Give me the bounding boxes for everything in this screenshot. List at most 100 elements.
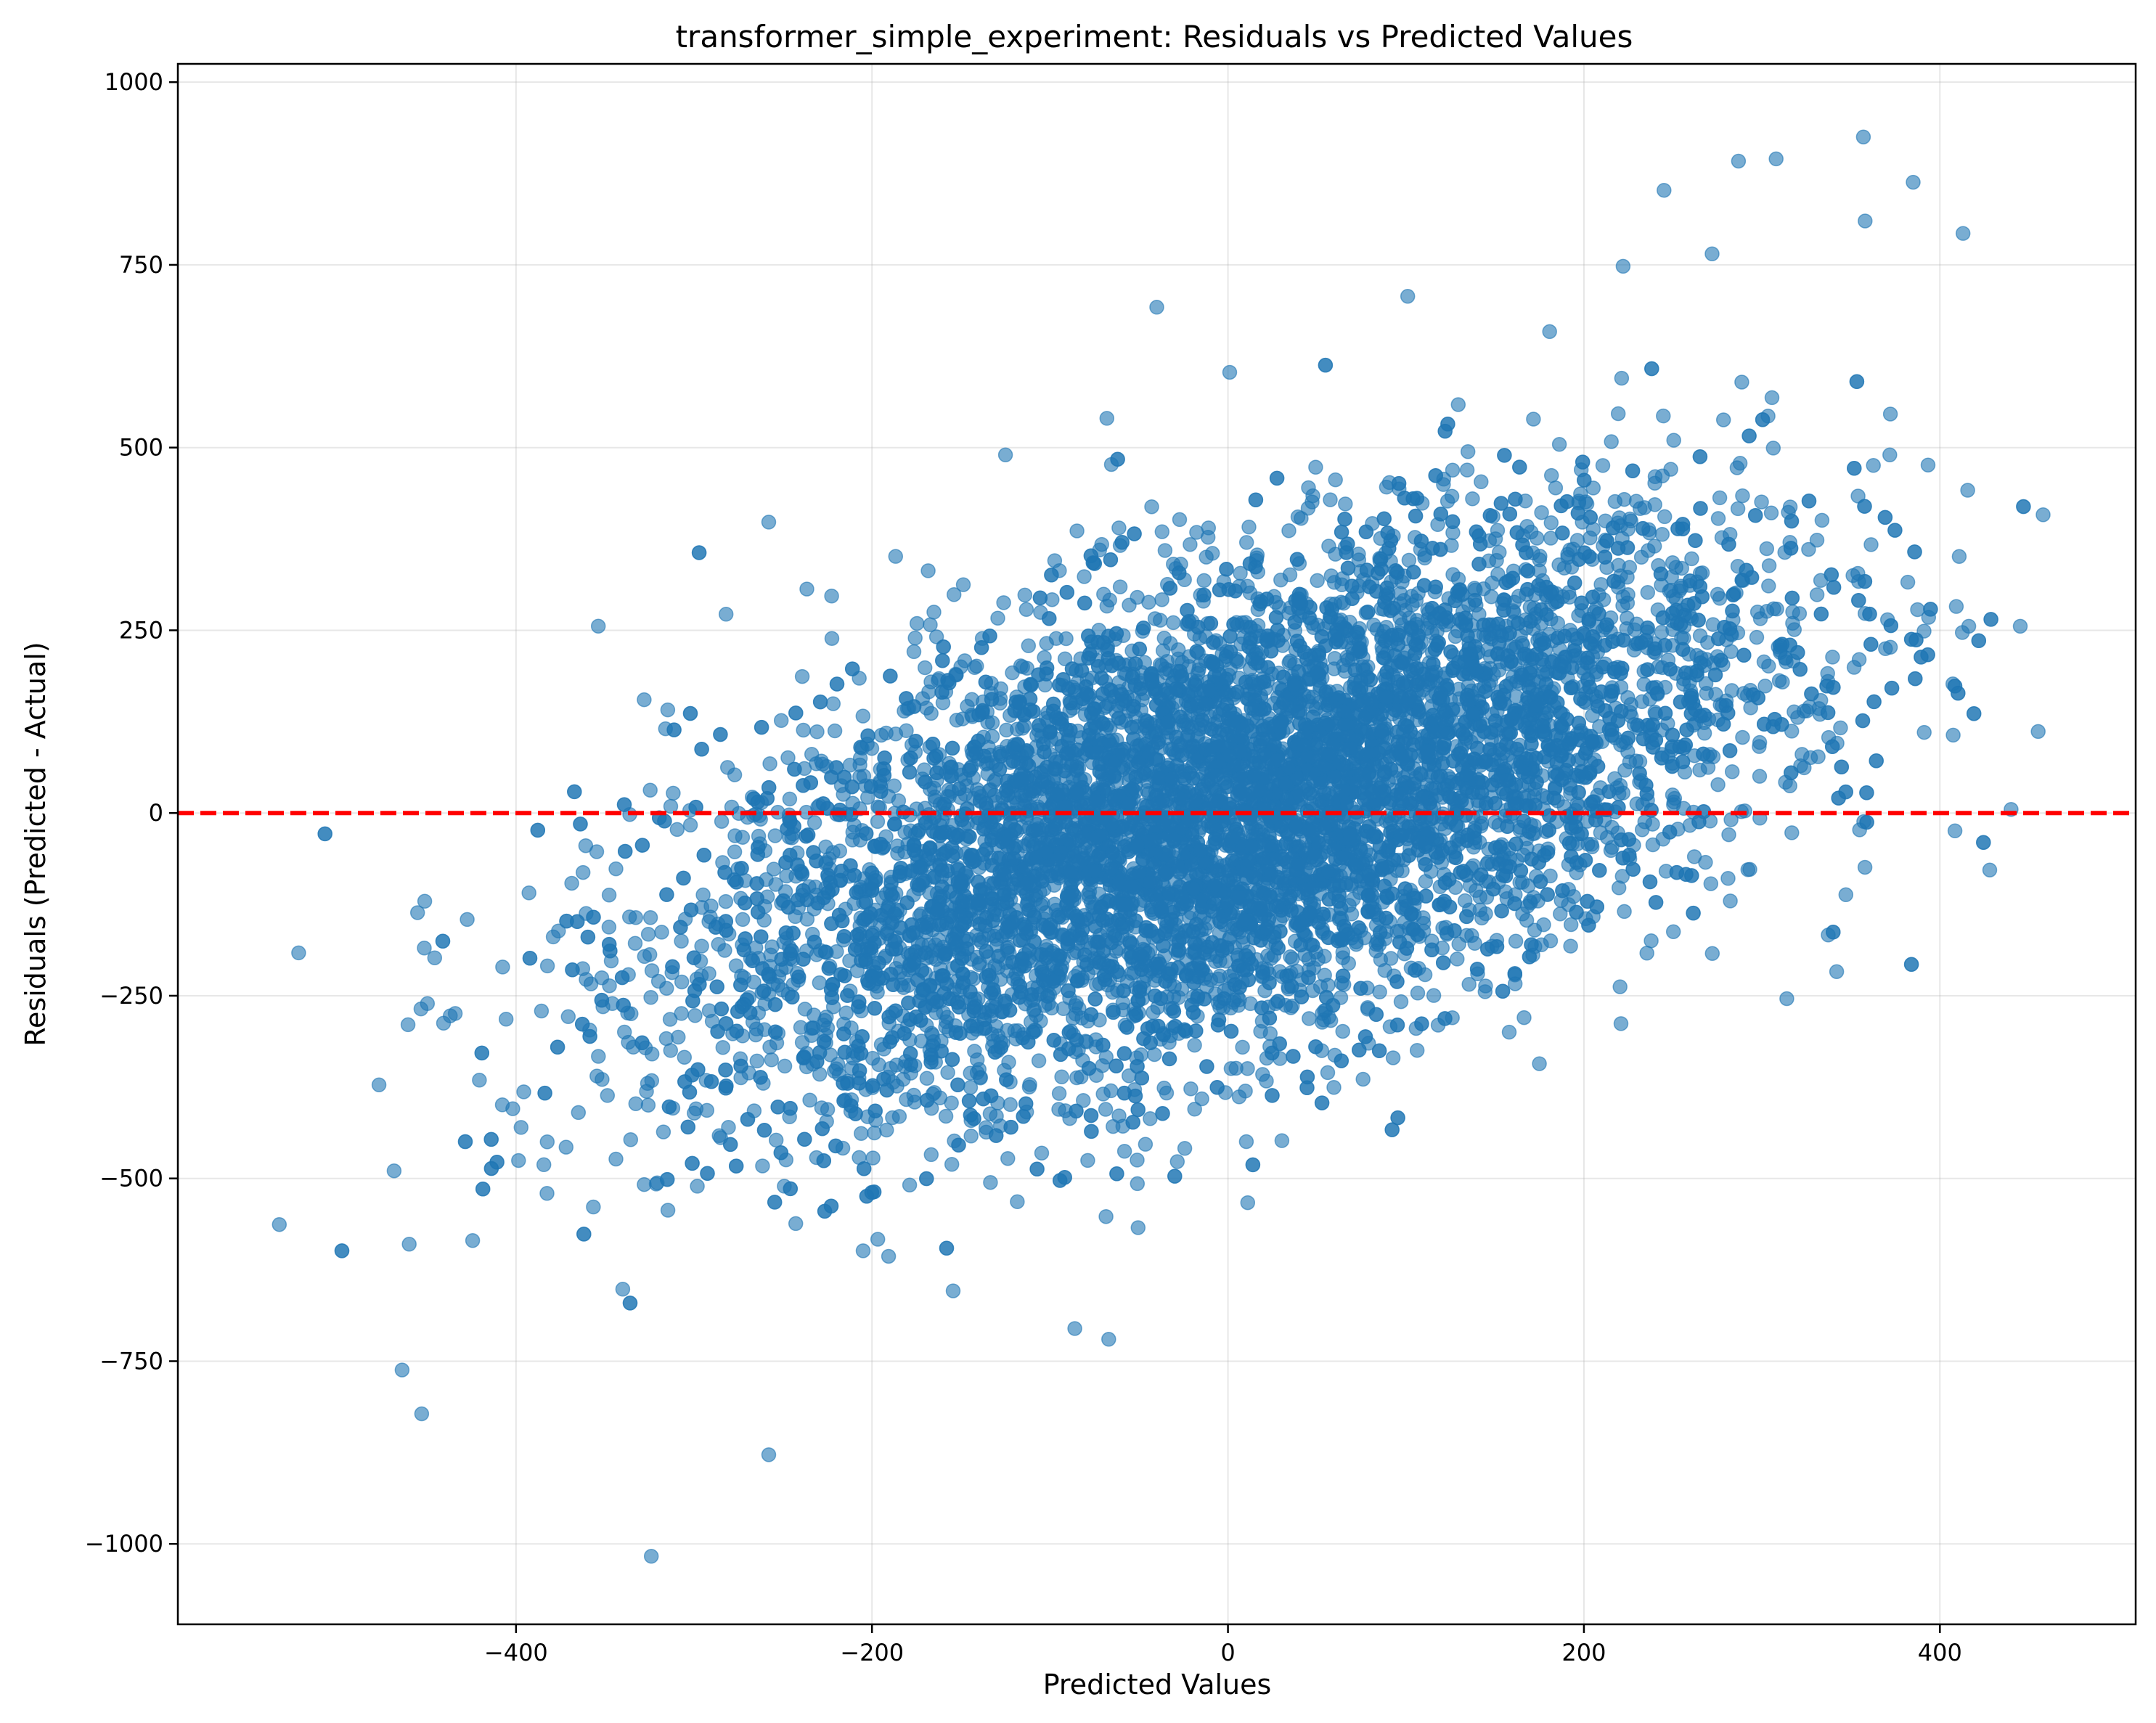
data-point bbox=[1233, 1090, 1246, 1104]
data-point bbox=[1922, 458, 1935, 472]
data-point bbox=[839, 1006, 853, 1020]
data-point bbox=[1543, 324, 1556, 338]
data-point bbox=[1068, 1322, 1082, 1335]
data-point bbox=[1949, 599, 1963, 613]
data-point bbox=[960, 700, 974, 713]
data-point bbox=[1309, 460, 1323, 474]
data-point bbox=[1053, 1086, 1066, 1100]
data-point bbox=[1713, 491, 1727, 504]
data-point bbox=[1112, 521, 1126, 535]
data-point bbox=[939, 1110, 953, 1124]
data-point bbox=[1450, 952, 1464, 966]
data-point bbox=[540, 1135, 554, 1149]
data-point bbox=[292, 946, 306, 959]
data-point bbox=[666, 786, 680, 800]
data-point bbox=[1356, 1073, 1370, 1086]
data-point bbox=[857, 1244, 870, 1258]
data-point bbox=[1884, 407, 1898, 421]
data-point bbox=[1736, 731, 1749, 745]
data-point bbox=[854, 1126, 868, 1140]
data-point bbox=[677, 1050, 691, 1064]
data-point bbox=[941, 1065, 955, 1079]
data-point bbox=[1693, 764, 1707, 777]
data-point bbox=[1785, 826, 1799, 840]
data-point bbox=[1130, 591, 1144, 605]
data-point bbox=[1040, 637, 1053, 650]
data-point bbox=[991, 611, 1005, 625]
data-point bbox=[1685, 552, 1699, 565]
data-point bbox=[722, 1121, 735, 1134]
data-point bbox=[417, 941, 431, 955]
data-point bbox=[1018, 588, 1032, 602]
data-point bbox=[1866, 459, 1880, 472]
data-point bbox=[1656, 469, 1670, 483]
data-point bbox=[775, 713, 788, 727]
data-point bbox=[964, 1129, 978, 1143]
data-point bbox=[1138, 1137, 1152, 1151]
data-point bbox=[763, 757, 777, 771]
data-point bbox=[624, 1133, 637, 1147]
data-point bbox=[1003, 1097, 1017, 1111]
data-point bbox=[1815, 513, 1829, 527]
data-point bbox=[684, 818, 698, 832]
data-point bbox=[1763, 559, 1776, 573]
data-point bbox=[1667, 433, 1681, 447]
data-point bbox=[1766, 441, 1780, 455]
data-point bbox=[1722, 828, 1736, 842]
data-point bbox=[1241, 1196, 1254, 1210]
data-point bbox=[1517, 1011, 1531, 1025]
data-point bbox=[1883, 448, 1897, 462]
data-point bbox=[1721, 872, 1735, 885]
data-point bbox=[825, 589, 838, 603]
data-point bbox=[644, 991, 658, 1004]
data-point bbox=[1188, 1102, 1201, 1116]
data-point bbox=[1097, 587, 1111, 601]
data-point bbox=[1310, 573, 1324, 587]
data-point bbox=[764, 1053, 778, 1067]
data-point bbox=[1199, 550, 1213, 564]
chart-title: transformer_simple_experiment: Residuals… bbox=[676, 19, 1633, 54]
data-point bbox=[1410, 1044, 1424, 1057]
data-point bbox=[882, 1250, 896, 1264]
data-point bbox=[1612, 881, 1626, 895]
data-point bbox=[1770, 602, 1784, 616]
data-point bbox=[460, 912, 474, 926]
data-point bbox=[1173, 512, 1187, 526]
data-point bbox=[769, 1133, 783, 1147]
data-point bbox=[1077, 570, 1091, 584]
data-point bbox=[609, 862, 623, 876]
data-point bbox=[1131, 1221, 1145, 1235]
data-point bbox=[1327, 1081, 1341, 1094]
data-point bbox=[1099, 1102, 1113, 1116]
data-point bbox=[661, 1203, 675, 1217]
data-point bbox=[796, 670, 809, 684]
data-point bbox=[1750, 631, 1764, 644]
data-point bbox=[1544, 934, 1558, 948]
data-point bbox=[629, 1097, 642, 1110]
data-point bbox=[512, 1154, 526, 1168]
data-point bbox=[944, 1096, 958, 1110]
data-point bbox=[2014, 619, 2028, 633]
data-point bbox=[1384, 951, 1398, 965]
data-point bbox=[1146, 1005, 1160, 1019]
data-point bbox=[867, 1126, 881, 1140]
data-point bbox=[1834, 721, 1847, 734]
data-point bbox=[1118, 1145, 1132, 1158]
data-point bbox=[499, 1012, 513, 1026]
data-point bbox=[892, 1110, 906, 1124]
data-point bbox=[1644, 934, 1658, 948]
data-point bbox=[1241, 1062, 1254, 1076]
data-point bbox=[1657, 409, 1670, 423]
data-point bbox=[600, 1089, 614, 1102]
data-point bbox=[947, 1284, 960, 1298]
data-point bbox=[1184, 1082, 1198, 1096]
data-point bbox=[1667, 925, 1681, 938]
data-point bbox=[1474, 475, 1488, 488]
data-point bbox=[643, 783, 657, 797]
data-point bbox=[1286, 952, 1299, 966]
data-point bbox=[1726, 765, 1739, 779]
data-point bbox=[1503, 1026, 1516, 1039]
data-point bbox=[1717, 413, 1731, 427]
data-point bbox=[1032, 1054, 1046, 1068]
